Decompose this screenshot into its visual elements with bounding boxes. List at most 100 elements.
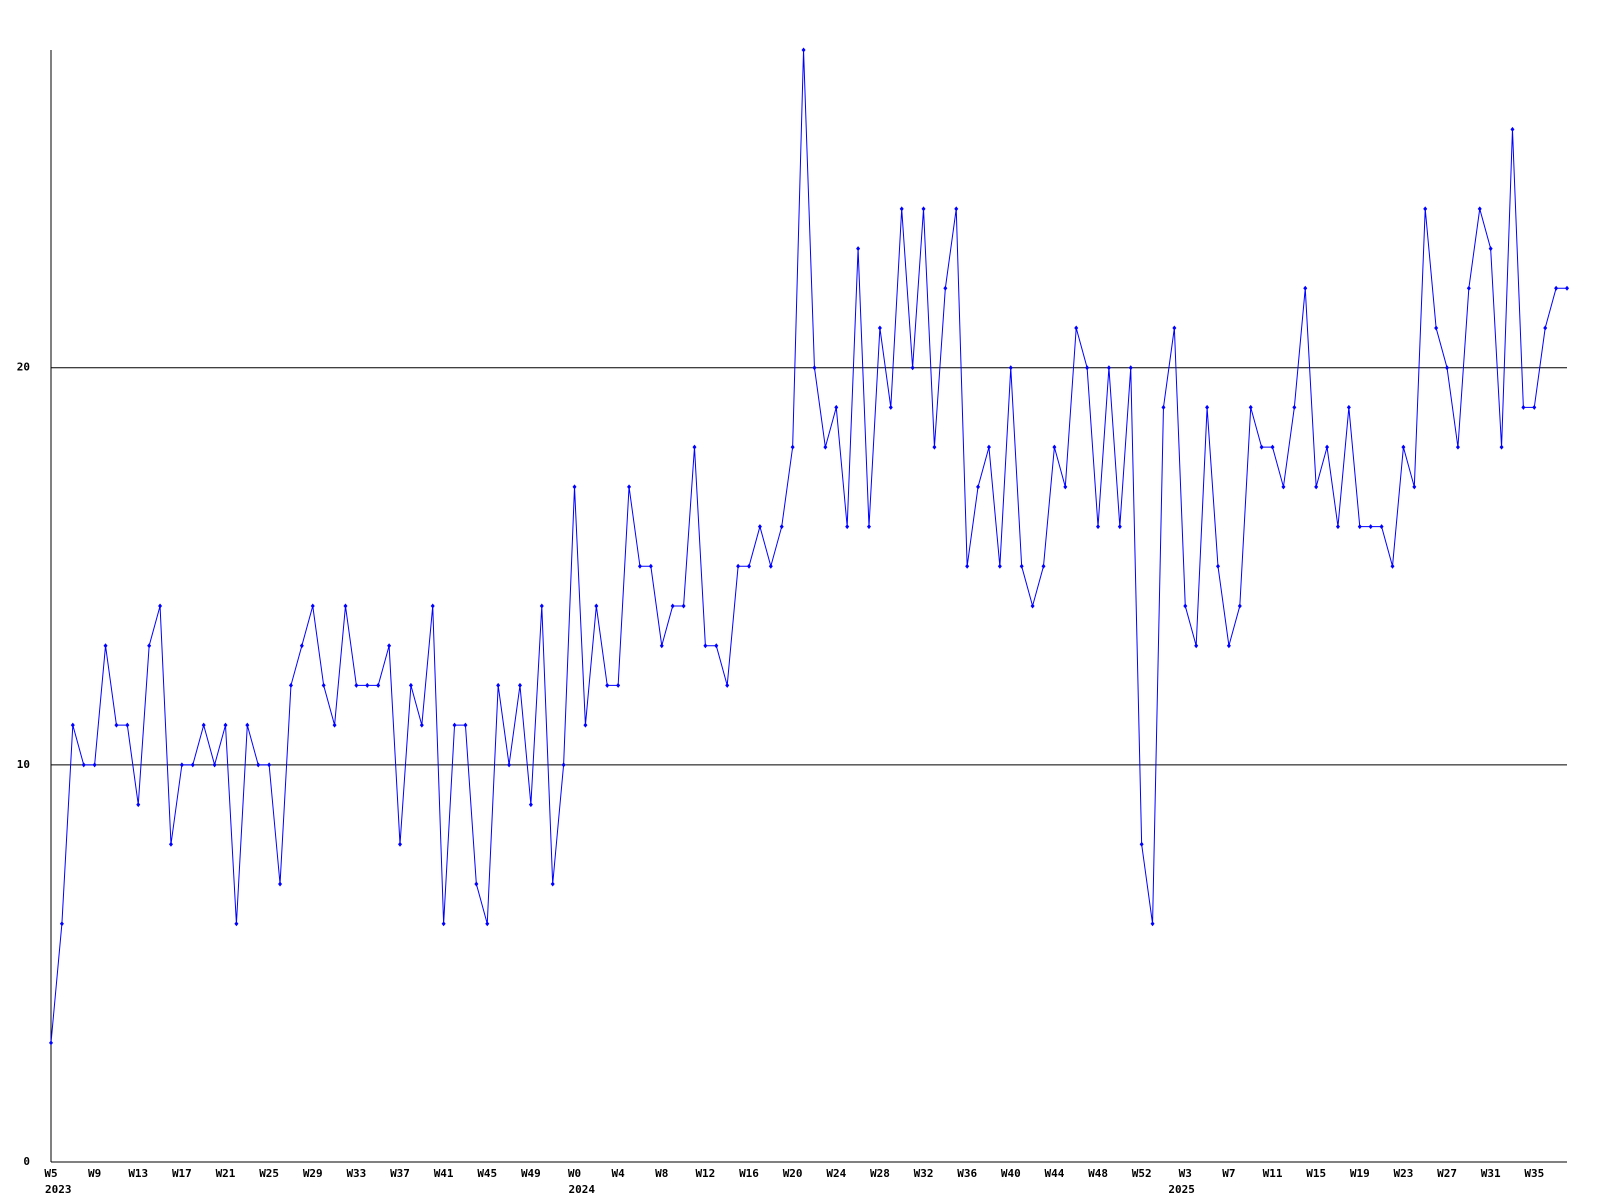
point-marker (834, 404, 839, 410)
point-marker (812, 365, 817, 371)
point-marker (1215, 563, 1220, 569)
point-marker (1074, 325, 1079, 331)
point-marker (845, 524, 850, 530)
point-marker (1063, 484, 1068, 490)
point-marker (1096, 524, 1101, 530)
point-marker (1401, 444, 1406, 450)
x-tick-label: W52 (1132, 1167, 1152, 1180)
y-tick-label: 10 (17, 758, 30, 771)
point-marker (168, 841, 173, 847)
point-marker (114, 722, 119, 728)
x-tick-label: W21 (216, 1167, 236, 1180)
point-marker (790, 444, 795, 450)
point-marker (81, 762, 86, 768)
point-marker (1194, 643, 1199, 649)
point-marker (1281, 484, 1286, 490)
x-tick-label: W44 (1044, 1167, 1064, 1180)
point-marker (637, 563, 642, 569)
point-marker (321, 682, 326, 688)
point-marker (1041, 563, 1046, 569)
x-tick-label: W3 (1179, 1167, 1192, 1180)
point-marker (1521, 404, 1526, 410)
point-marker (299, 643, 304, 649)
point-marker (736, 563, 741, 569)
point-marker (49, 1040, 53, 1046)
point-marker (430, 603, 435, 609)
x-tick-label: W48 (1088, 1167, 1108, 1180)
x-tick-label: W4 (612, 1167, 626, 1180)
point-marker (1019, 563, 1024, 569)
point-marker (1030, 603, 1035, 609)
point-marker (1335, 524, 1340, 530)
point-marker (1390, 563, 1395, 569)
x-tick-label: W13 (128, 1167, 148, 1180)
x-tick-label: W19 (1350, 1167, 1370, 1180)
point-marker (1128, 365, 1133, 371)
point-marker (463, 722, 468, 728)
point-marker (1248, 404, 1253, 410)
point-marker (223, 722, 228, 728)
point-marker (986, 444, 991, 450)
point-marker (310, 603, 315, 609)
point-marker (354, 682, 359, 688)
x-tick-label: W9 (88, 1167, 101, 1180)
x-tick-label: W31 (1481, 1167, 1501, 1180)
point-marker (1357, 524, 1362, 530)
point-marker (1325, 444, 1330, 450)
point-marker (932, 444, 937, 450)
point-marker (212, 762, 217, 768)
x-tick-label: W33 (346, 1167, 366, 1180)
x-tick-label: W23 (1393, 1167, 1413, 1180)
point-marker (234, 921, 239, 927)
point-marker (910, 365, 915, 371)
point-marker (1150, 921, 1155, 927)
point-marker (125, 722, 130, 728)
point-marker (779, 524, 784, 530)
point-marker (1532, 404, 1537, 410)
point-marker (670, 603, 675, 609)
point-marker (245, 722, 250, 728)
point-marker (648, 563, 653, 569)
point-marker (278, 881, 283, 887)
point-marker (757, 524, 762, 530)
point-marker (659, 643, 664, 649)
point-marker (158, 603, 163, 609)
point-marker (1543, 325, 1548, 331)
x-tick-label: W17 (172, 1167, 192, 1180)
point-marker (474, 881, 479, 887)
point-marker (605, 682, 610, 688)
point-marker (179, 762, 184, 768)
point-marker (1085, 365, 1090, 371)
point-marker (692, 444, 697, 450)
point-marker (943, 285, 948, 291)
point-marker (528, 802, 533, 808)
point-marker (1434, 325, 1439, 331)
point-marker (1554, 285, 1559, 291)
x-tick-label: W40 (1001, 1167, 1021, 1180)
point-marker (147, 643, 152, 649)
point-marker (1445, 365, 1450, 371)
point-marker (1008, 365, 1013, 371)
point-marker (856, 246, 861, 252)
point-marker (1368, 524, 1373, 530)
point-marker (1412, 484, 1417, 490)
point-marker (1172, 325, 1177, 331)
y-tick-label: 0 (23, 1155, 30, 1168)
series-line (50, 49, 1567, 1043)
point-marker (1477, 206, 1482, 212)
point-marker (408, 682, 413, 688)
point-marker (866, 524, 871, 530)
point-marker (550, 881, 555, 887)
point-marker (1226, 643, 1231, 649)
point-marker (496, 682, 501, 688)
point-marker (1314, 484, 1319, 490)
x-tick-label: W35 (1524, 1167, 1544, 1180)
x-tick-label: W8 (655, 1167, 668, 1180)
point-marker (343, 603, 348, 609)
x-tick-label: W20 (783, 1167, 803, 1180)
point-marker (1270, 444, 1275, 450)
point-marker (1205, 404, 1210, 410)
point-marker (965, 563, 970, 569)
point-marker (256, 762, 261, 768)
